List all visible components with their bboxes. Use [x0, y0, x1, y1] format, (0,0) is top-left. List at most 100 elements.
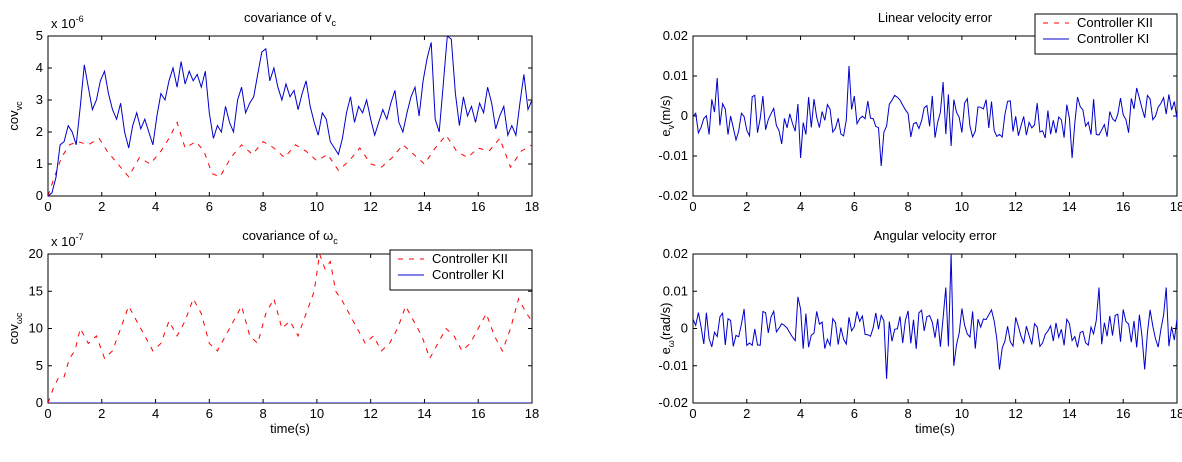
legend-box [389, 249, 533, 291]
legend-label: Controller KI [1077, 31, 1149, 46]
y-axis-label-main: cov [6, 324, 21, 345]
y-tick-label: 15 [29, 283, 43, 298]
x-tick-label: 14 [1062, 199, 1076, 214]
chart-title-main: Linear velocity error [878, 10, 993, 25]
x-tick-label: 4 [152, 406, 159, 421]
chart-angular-velocity-error: 0 2 4 6 8 10 12 14 16 18 -0.02 -0.01 0 0.01 0.02 Angula… [658, 228, 1182, 436]
chart-title-main: covariance of v [244, 10, 332, 25]
y-axis-label-unit: (rad/s) [658, 303, 673, 341]
y-tick-label: 5 [36, 28, 43, 43]
y-tick-label: 4 [36, 60, 43, 75]
x-tick-label: 8 [904, 199, 911, 214]
y-axis-label-subscript: v [666, 124, 676, 129]
x-tick-label: 18 [525, 406, 539, 421]
y-tick-label: -0.02 [658, 188, 688, 203]
y-axis-label-main: cov [6, 110, 21, 131]
series-line-controller-ki [693, 254, 1177, 379]
x-tick-label: 0 [689, 406, 696, 421]
axis-exponent-label: x 10-6 [51, 14, 84, 31]
axes-frame [692, 253, 1178, 404]
series-line-controller-ki [693, 65, 1177, 167]
x-tick-label: 8 [259, 406, 266, 421]
y-axis-label-main: e [658, 129, 673, 136]
x-tick-label: 6 [206, 406, 213, 421]
x-tick-label: 12 [1008, 199, 1022, 214]
y-tick-label: 0 [681, 321, 688, 336]
y-tick-label: 0 [36, 395, 43, 410]
y-tick-label: 5 [36, 358, 43, 373]
x-tick-label: 6 [851, 406, 858, 421]
x-tick-label: 2 [743, 406, 750, 421]
series-line-controller-kii [48, 121, 532, 196]
y-axis-label-subscript: vc [14, 101, 24, 111]
axis-exponent-label: x 10-7 [51, 232, 84, 249]
x-tick-label: 18 [525, 199, 539, 214]
y-tick-label: 0.02 [663, 246, 688, 261]
x-tick-label: 8 [904, 406, 911, 421]
x-tick-label: 2 [743, 199, 750, 214]
x-tick-label: 14 [417, 199, 431, 214]
y-tick-label: 1 [36, 156, 43, 171]
x-tick-label: 10 [310, 406, 324, 421]
x-tick-label: 0 [44, 406, 51, 421]
chart-title-main: covariance of ω [242, 228, 333, 243]
x-tick-label: 18 [1170, 199, 1182, 214]
y-tick-label: -0.01 [658, 148, 688, 163]
x-tick-label: 6 [851, 199, 858, 214]
chart-title-subscript: c [331, 18, 336, 28]
y-tick-label: 0.01 [663, 283, 688, 298]
axes-frame [692, 35, 1178, 197]
x-tick-label: 12 [363, 199, 377, 214]
legend-box [1034, 13, 1178, 55]
y-axis-label-subscript: ωc [14, 312, 24, 324]
exponent-power: -6 [76, 14, 84, 24]
chart-title: covariance of ωc [242, 228, 338, 246]
y-tick-label: 0.01 [663, 68, 688, 83]
y-tick-label: -0.02 [658, 395, 688, 410]
y-axis-label: covvc [6, 101, 24, 131]
y-axis-label: eω(rad/s) [658, 303, 676, 355]
x-tick-label: 10 [310, 199, 324, 214]
series-line-controller-kii [48, 254, 532, 403]
x-tick-label: 0 [689, 199, 696, 214]
x-tick-label: 16 [471, 406, 485, 421]
x-tick-label: 10 [955, 199, 969, 214]
x-axis-label: time(s) [915, 421, 955, 436]
axes-frame [47, 35, 533, 197]
x-tick-label: 14 [1062, 406, 1076, 421]
x-tick-label: 12 [1008, 406, 1022, 421]
y-axis-label-subscript: ω [666, 340, 676, 347]
legend-label: Controller KII [432, 251, 508, 266]
legend-label: Controller KI [432, 267, 504, 282]
x-tick-label: 16 [1116, 406, 1130, 421]
y-tick-label: 0 [36, 188, 43, 203]
exponent-base: x 10 [51, 234, 76, 249]
x-tick-label: 10 [955, 406, 969, 421]
y-axis-label-main: e [658, 347, 673, 354]
chart-title: Angular velocity error [874, 228, 997, 243]
chart-title: covariance of vc [244, 10, 336, 28]
x-tick-label: 8 [259, 199, 266, 214]
chart-title-main: Angular velocity error [874, 228, 997, 243]
x-tick-label: 14 [417, 406, 431, 421]
x-tick-label: 4 [797, 406, 804, 421]
y-tick-label: 2 [36, 124, 43, 139]
chart-linear-velocity-error: 0 2 4 6 8 10 12 14 16 18 -0.02 -0.01 0 0.01 0.02 Linear… [658, 10, 1182, 214]
y-tick-label: 0.02 [663, 28, 688, 43]
chart-covariance-omega: 0 2 4 6 8 10 12 14 16 18 0 5 10 15 20 x 10-7 covariance … [6, 228, 539, 436]
y-tick-label: -0.01 [658, 358, 688, 373]
x-tick-label: 4 [797, 199, 804, 214]
x-tick-label: 2 [98, 199, 105, 214]
legend-label: Controller KII [1077, 15, 1153, 30]
y-axis-label-unit: (m/s) [658, 95, 673, 125]
x-tick-label: 16 [1116, 199, 1130, 214]
x-axis-label: time(s) [270, 421, 310, 436]
chart-title: Linear velocity error [878, 10, 993, 25]
y-axis-label: covωc [6, 312, 24, 344]
y-tick-label: 3 [36, 92, 43, 107]
x-tick-label: 4 [152, 199, 159, 214]
x-tick-label: 16 [471, 199, 485, 214]
y-tick-label: 0 [681, 108, 688, 123]
